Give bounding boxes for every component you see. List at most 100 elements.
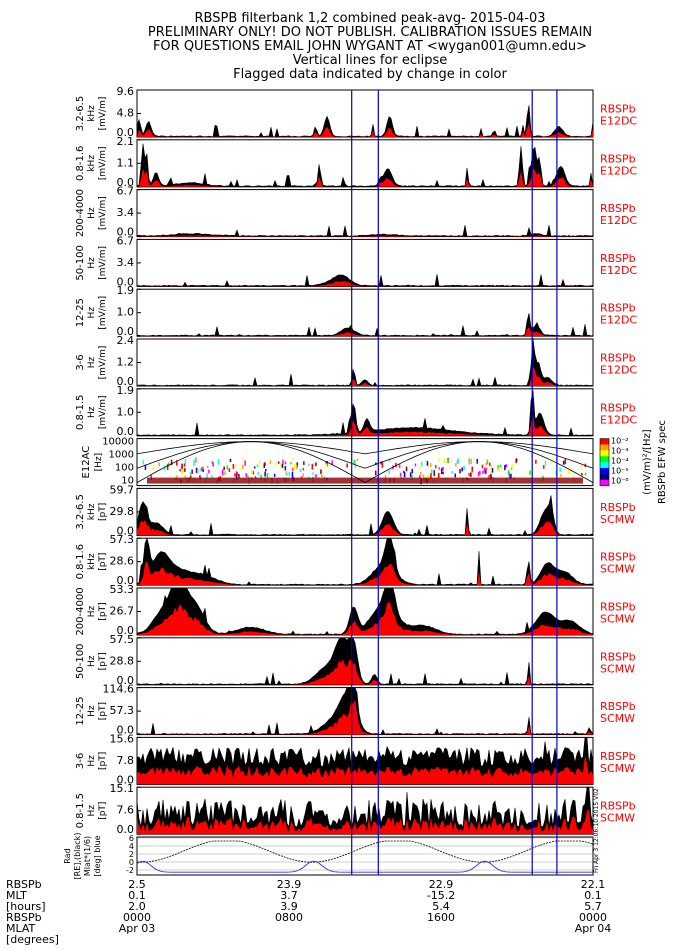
ylabel: [mV/m]: [98, 346, 108, 380]
spec-axis-label: E12AC [Hz]: [81, 446, 104, 479]
spec-pixel: [476, 458, 478, 464]
colorbar-cell: [600, 450, 609, 457]
spec-pixel: [176, 460, 178, 466]
spec-pixel: [201, 467, 203, 472]
spec-pixel: [241, 464, 244, 469]
band-label: 3-6: [75, 354, 86, 370]
source-label-probe: RBSPb: [600, 551, 636, 564]
y-tick-label: 15.1: [110, 782, 135, 795]
source-label-probe: RBSPb: [600, 401, 636, 414]
spec-pixel: [232, 464, 235, 469]
y-tick-label: 3.4: [117, 206, 135, 219]
spec-pixel: [302, 473, 304, 477]
unit-label: Hz: [87, 655, 97, 667]
spec-pixel: [199, 475, 201, 478]
band-label: 50-100: [75, 245, 86, 280]
spec-pixel: [461, 467, 463, 472]
spec-pixel: [331, 460, 333, 466]
spec-pixel: [380, 461, 382, 465]
spec-pixel: [190, 471, 192, 476]
unit-label: Hz: [87, 257, 97, 269]
spec-pixel: [184, 475, 187, 479]
spec-pixel: [254, 476, 257, 479]
band-label: 12-25: [75, 697, 86, 726]
unit-label: Hz: [87, 307, 97, 319]
spec-pixel: [470, 472, 472, 477]
x-cell-date: Apr 04: [575, 922, 612, 935]
y-tick-label: 53.3: [110, 583, 135, 596]
source-label-instrument: E12DC: [600, 164, 637, 177]
axis-label-group: 50-100 Hz [mV/m]: [75, 245, 108, 280]
spec-pixel: [142, 459, 145, 465]
x-cell-time: 0000: [123, 911, 151, 924]
spec-pixel: [488, 462, 491, 467]
x-cell-mlat: 3.9: [280, 900, 298, 913]
axis-label-group: 200-4000 Hz [pT]: [75, 587, 108, 635]
spec-pixel: [433, 470, 435, 476]
x-cell-mlt: 0.1: [584, 889, 602, 902]
source-label-probe: RBSPb: [600, 252, 636, 265]
colorbar-cell: [600, 462, 609, 469]
source-label-instrument: SCMW: [600, 662, 635, 675]
peak-trace: [136, 495, 594, 536]
spec-pixel: [212, 462, 214, 467]
panel-frame: [136, 189, 594, 238]
spec-pixel: [211, 474, 213, 480]
peak-trace: [136, 587, 594, 636]
ylabel: [mV/m]: [98, 146, 108, 180]
colorbar-tick: 10⁻³: [611, 447, 629, 456]
spec-pixel: [282, 459, 284, 465]
x-cell-mlat: 5.4: [432, 900, 450, 913]
y-tick-label: 1.9: [117, 384, 135, 397]
spec-pixel: [246, 475, 249, 478]
y-tick-label: 0.0: [117, 176, 135, 189]
y-tick-label: 26.7: [110, 605, 135, 618]
spec-pixel: [471, 470, 473, 474]
spec-pixel: [584, 472, 587, 476]
axis-label-group: 0.8-1.5 Hz [pT]: [75, 793, 108, 828]
spec-pixel: [405, 466, 408, 472]
unit-label: kHz: [87, 155, 97, 172]
source-label-instrument: E12DC: [600, 314, 637, 327]
ylabel: [mV/m]: [98, 97, 108, 131]
spec-pixel: [403, 470, 405, 474]
spec-pixel: [252, 471, 255, 475]
spec-pixel: [303, 461, 305, 465]
spec-pixel: [381, 462, 384, 468]
unit-label: Hz: [87, 755, 97, 767]
spec-pixel: [292, 458, 294, 461]
y-tick-label: 0.0: [117, 126, 135, 139]
colorbar-label-group: (mV/m)²/[Hz]: [642, 429, 653, 495]
y-tick-label: 6.7: [117, 185, 135, 198]
ylabel: [pT]: [98, 503, 108, 521]
spec-pixel: [281, 464, 284, 468]
orbit-ylabel: Rad: [63, 848, 72, 863]
band-label: 3-6: [75, 753, 86, 769]
panel-frame: [136, 687, 594, 736]
spec-pixel: [197, 469, 199, 474]
source-label-instrument: SCMW: [600, 563, 635, 576]
spec-pixel: [435, 465, 437, 469]
spec-pixel: [290, 462, 292, 465]
colorbar-tick: 10⁻⁶: [611, 477, 629, 486]
ylabel: [pT]: [98, 802, 108, 820]
spec-pixel: [234, 473, 236, 477]
spec-pixel: [284, 461, 287, 465]
spec-pixel: [223, 466, 225, 471]
spec-pixel: [194, 458, 196, 463]
source-label-probe: RBSPb: [600, 750, 636, 763]
spec-pixel: [224, 471, 226, 475]
spec-pixel: [184, 468, 186, 472]
x-cell-rad: 22.1: [581, 878, 606, 891]
x-cell-time: 0800: [275, 911, 303, 924]
spec-pixel: [315, 462, 317, 467]
source-label-instrument: SCMW: [600, 712, 635, 725]
spec-pixel: [510, 473, 512, 479]
spec-pixel: [217, 459, 220, 465]
spec-pixel: [315, 474, 317, 478]
colorbar-label: (mV/m)²/[Hz]: [642, 429, 653, 495]
spec-pixel: [447, 459, 449, 463]
